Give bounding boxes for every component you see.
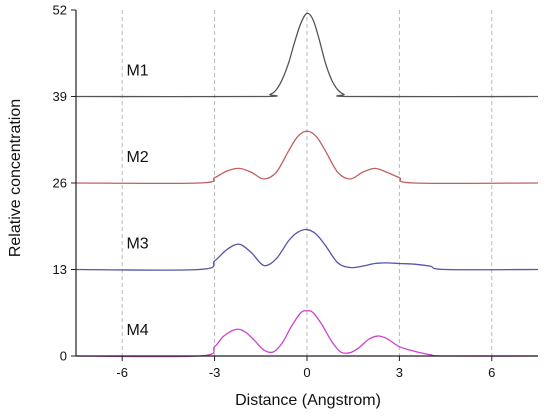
x-tick-label: 0 [303, 365, 310, 380]
axes [71, 9, 538, 361]
y-tick-label: 26 [53, 176, 67, 191]
x-tick-label: -3 [209, 365, 221, 380]
series-label-m4: M4 [126, 322, 148, 339]
y-axis-label: Relative concentration [7, 99, 24, 257]
x-tick-label: -6 [116, 365, 128, 380]
series-labels: M1 M2 M3 M4 [126, 63, 148, 340]
tick-labels: -6 -3 0 3 6 0 13 26 39 52 [53, 3, 496, 381]
x-tick-label: 6 [488, 365, 495, 380]
grid-lines [121, 10, 493, 356]
series-line-m3 [75, 228, 539, 271]
y-tick-label: 13 [53, 262, 67, 277]
x-tick-label: 3 [396, 365, 403, 380]
series-label-m3: M3 [126, 236, 148, 253]
y-tick-label: 39 [53, 89, 67, 104]
series-label-m1: M1 [126, 63, 148, 80]
series-lines [75, 12, 539, 358]
series-line-m4 [75, 310, 539, 358]
y-tick-label: 0 [60, 349, 67, 364]
y-tick-label: 52 [53, 3, 67, 18]
x-axis-label: Distance (Angstrom) [235, 392, 381, 409]
series-line-m1 [75, 12, 539, 98]
series-line-m2 [75, 130, 539, 185]
series-label-m2: M2 [126, 149, 148, 166]
